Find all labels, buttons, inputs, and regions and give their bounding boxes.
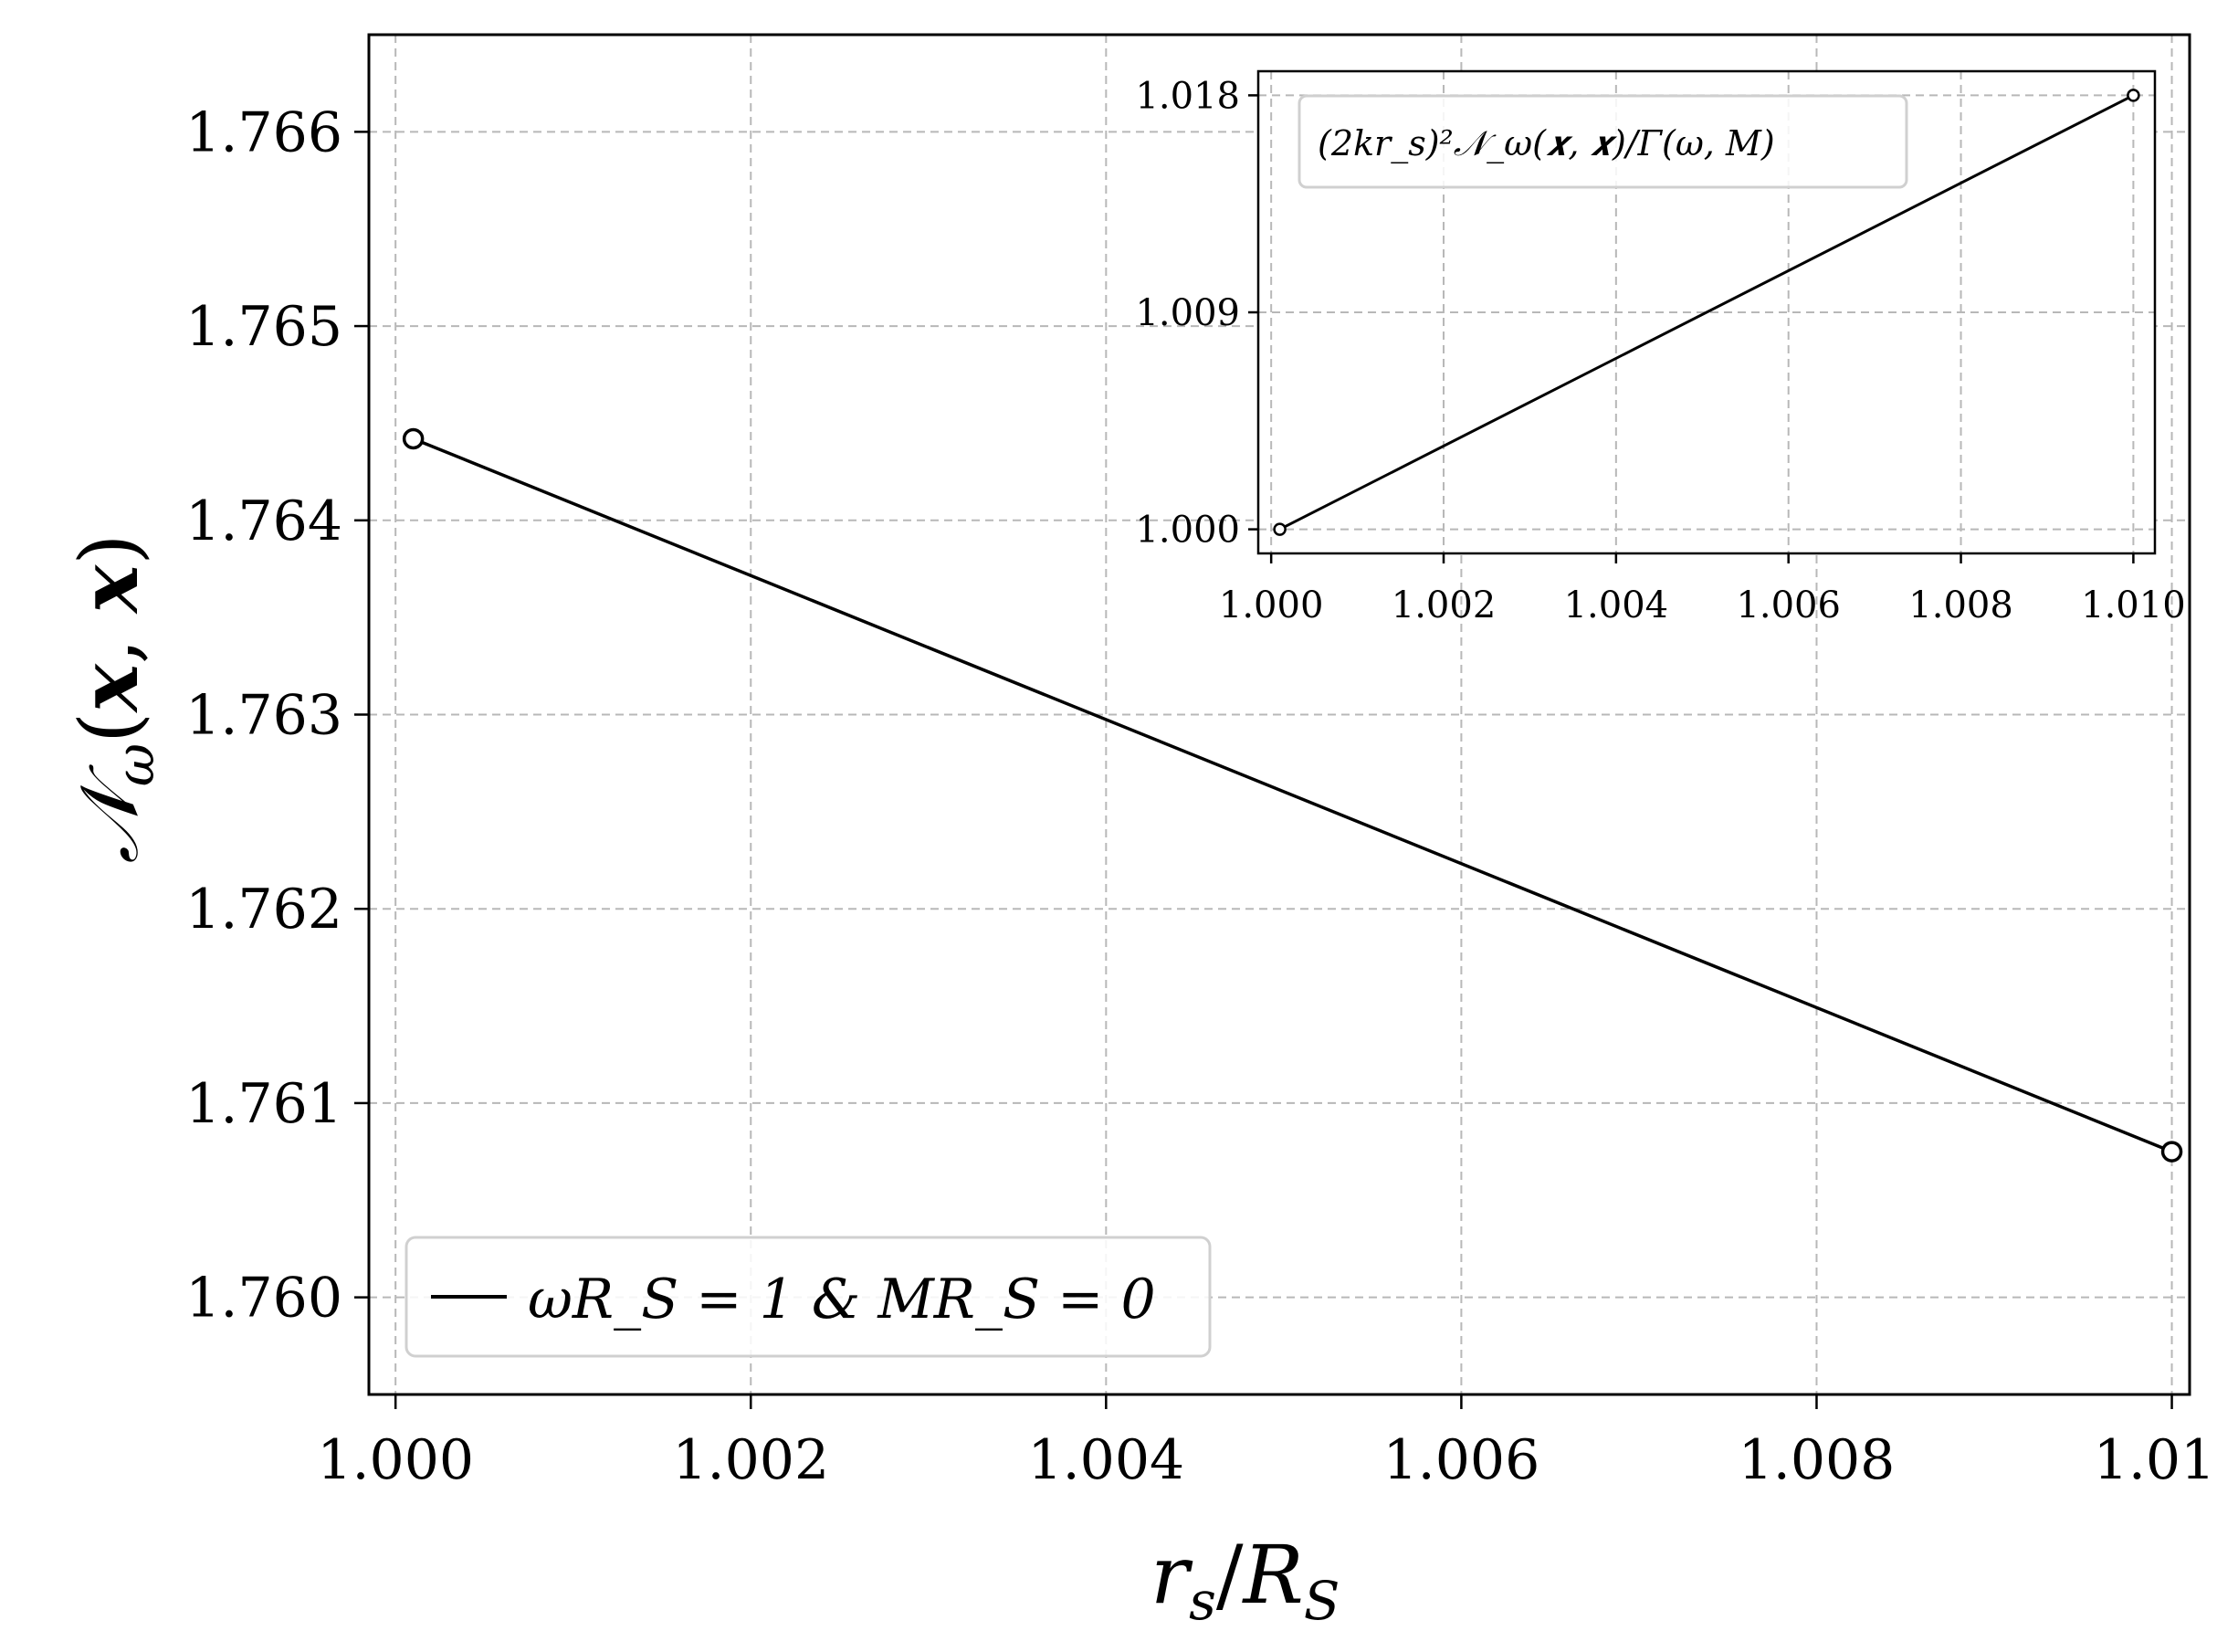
inset-x-tick-label: 1.008 (1908, 584, 2013, 626)
inset-x-ticks: 1.000 1.002 1.004 1.006 1.008 1.010 (1219, 553, 2186, 626)
main-legend-box (405, 1236, 1212, 1358)
inset-x-tick-label: 1.002 (1392, 584, 1497, 626)
inset-series (1273, 89, 2140, 536)
inset-y-tick-label: 1.018 (1135, 75, 1240, 117)
inset-legend-entry: (2kr_s)²𝒩_ω(𝒙, 𝒙)/Γ(ω, M) (1318, 123, 1775, 164)
main-x-axis-label: rs/RS (1151, 1528, 1340, 1632)
main-y-tick-label: 1.763 (185, 684, 342, 748)
main-y-tick-label: 1.761 (185, 1072, 342, 1136)
main-y-tick-label: 1.765 (185, 295, 342, 359)
main-x-ticks: 1.000 1.002 1.004 1.006 1.008 1.010 (317, 1394, 2217, 1492)
inset-y-ticks: 1.000 1.009 1.018 (1135, 75, 1258, 552)
inset-data-point (1273, 522, 1287, 536)
main-x-tick-label: 1.010 (2094, 1428, 2217, 1492)
inset-plot: 1.000 1.002 1.004 1.006 1.008 1.010 1.0001.00… (1135, 69, 2186, 626)
inset-grid (1258, 71, 2155, 553)
main-y-tick-label: 1.764 (185, 489, 342, 553)
main-y-axis-label: 𝒩ω(x, x) (61, 533, 166, 863)
main-series (402, 427, 2183, 1163)
main-x-tick-label: 1.006 (1383, 1428, 1540, 1492)
main-x-tick-label: 1.008 (1739, 1428, 1896, 1492)
inset-legend-box (1298, 94, 1908, 189)
inset-y-tick-label: 1.000 (1135, 510, 1240, 552)
inset-x-tick-label: 1.004 (1564, 584, 1669, 626)
inset-series-line (1278, 94, 2135, 531)
inset-x-tick-label: 1.006 (1736, 584, 1841, 626)
main-legend-entry: ωR_S = 1 & MR_S = 0 (528, 1268, 1156, 1331)
main-x-tick-label: 1.002 (672, 1428, 829, 1492)
main-data-point (402, 427, 425, 450)
main-series-line (412, 437, 2173, 1153)
main-legend: ωR_S = 1 & MR_S = 0 (405, 1236, 1212, 1358)
main-y-tick-label: 1.766 (185, 100, 342, 164)
main-y-ticks: 1.760 1.761 1.762 1.763 1.764 1.765 1.766 (185, 100, 369, 1331)
inset-x-tick-label: 1.010 (2081, 584, 2186, 626)
inset-x-tick-label: 1.000 (1219, 584, 1324, 626)
main-y-tick-label: 1.762 (185, 878, 342, 942)
inset-y-tick-label: 1.009 (1135, 292, 1240, 334)
main-x-tick-label: 1.004 (1027, 1428, 1184, 1492)
main-x-tick-label: 1.000 (317, 1428, 474, 1492)
inset-legend: (2kr_s)²𝒩_ω(𝒙, 𝒙)/Γ(ω, M) (1298, 94, 1908, 189)
main-y-tick-label: 1.760 (185, 1267, 342, 1331)
main-data-point (2160, 1141, 2183, 1163)
inset-data-point (2127, 89, 2140, 102)
